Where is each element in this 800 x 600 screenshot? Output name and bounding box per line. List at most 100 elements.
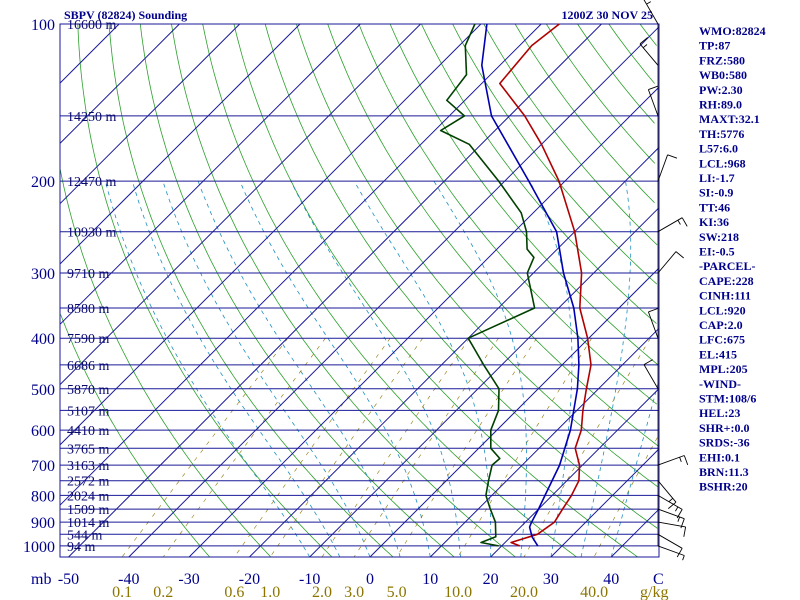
mixing-ratio-label: 2.0 <box>312 584 332 600</box>
chart-title: SBPV (82824) Sounding <box>64 8 187 22</box>
moist-adiabat <box>353 180 492 557</box>
isotherm-line <box>59 23 180 144</box>
mixing-ratio-label: 1.0 <box>260 584 280 600</box>
pressure-tick-label: 800 <box>31 488 55 505</box>
mixing-ratio-label: 40.0 <box>580 584 608 600</box>
stability-index: L57:6.0 <box>699 142 738 156</box>
isotherm-line <box>59 23 542 506</box>
dry-adiabat <box>139 23 455 558</box>
height-label: 16600 m <box>67 18 117 33</box>
mixing-ratio-line <box>353 338 499 558</box>
wind-barb-flag <box>675 251 684 259</box>
isotherm-line <box>550 448 660 558</box>
wind-barb-half-flag <box>668 497 674 502</box>
wind-barb-half-flag <box>679 457 682 463</box>
stability-index-panel: WMO:82824TP:87FRZ:580WB0:580PW:2.30RH:89… <box>699 24 766 494</box>
isotherm-line <box>128 26 660 558</box>
wind-barb-flag <box>681 217 688 227</box>
mixing-ratio-label: 3.0 <box>344 584 364 600</box>
dry-adiabat <box>639 23 657 46</box>
temperature-tick-label: -20 <box>239 571 260 588</box>
isotherm-line <box>59 23 482 446</box>
wind-barb-shaft <box>657 217 683 233</box>
stability-index: STM:108/6 <box>699 392 756 406</box>
dry-adiabat <box>577 23 655 124</box>
wind-barb-shaft <box>657 521 686 528</box>
wind-barb-half-flag <box>646 1 652 5</box>
wind-barb-shaft <box>647 89 659 117</box>
wind-barb-flag <box>643 359 653 365</box>
sounding-series <box>439 23 592 547</box>
wind-barb-flag <box>683 455 689 466</box>
wind-barb-half-flag <box>642 44 648 49</box>
dry-adiabat <box>421 23 657 324</box>
stability-index: -WIND- <box>699 377 741 391</box>
wind-barb-shaft <box>657 533 683 549</box>
moist-adiabat <box>580 181 632 558</box>
stability-index: MAXT:32.1 <box>699 112 760 126</box>
moist-adiabat <box>131 180 341 558</box>
dewpoint-profile-line <box>439 23 536 547</box>
parcel-profile-line <box>480 23 580 547</box>
stability-index: LFC:675 <box>699 333 745 347</box>
temperature-tick-label: -40 <box>118 571 139 588</box>
stability-index: KI:36 <box>699 215 729 229</box>
wind-barb-shaft <box>657 545 685 556</box>
stability-index: SI:-0.9 <box>699 186 733 200</box>
temperature-tick-label: 20 <box>483 571 499 588</box>
stability-index: BSHR:20 <box>699 480 748 494</box>
dry-adiabat <box>171 23 516 558</box>
chart-grid <box>59 23 660 558</box>
wind-barb-flag <box>667 154 678 159</box>
dry-adiabat <box>202 23 577 558</box>
stability-index: EHI:0.1 <box>699 450 740 464</box>
stability-index: LCL:968 <box>699 156 746 170</box>
temperature-tick-label: 10 <box>422 571 438 588</box>
wind-barb-half-flag <box>675 506 679 512</box>
isotherm-line <box>610 508 660 558</box>
isotherm-line <box>249 147 660 558</box>
pressure-tick-label: 100 <box>31 17 55 34</box>
wind-barb-half-flag <box>677 516 681 522</box>
stability-index: LI:-1.7 <box>699 171 735 185</box>
wind-barb-half-flag <box>677 219 681 225</box>
dry-adiabat <box>608 23 655 84</box>
stability-index: SW:218 <box>699 230 739 244</box>
height-label: 94 m <box>67 540 96 555</box>
moist-adiabat <box>197 180 401 558</box>
pressure-tick-label: 400 <box>31 331 55 348</box>
stability-index: -PARCEL- <box>699 259 755 273</box>
temperature-tick-label: -10 <box>299 571 320 588</box>
mixing-ratio-line <box>321 338 470 558</box>
stability-index: WB0:580 <box>699 68 747 82</box>
stability-index: CINH:111 <box>699 289 751 303</box>
height-label: 2572 m <box>67 475 110 490</box>
mixing-ratio-label: 0.2 <box>153 584 173 600</box>
moist-adiabat <box>162 180 371 558</box>
dry-adiabat <box>545 23 656 164</box>
isotherm-line <box>59 23 301 265</box>
dry-adiabat <box>60 314 210 558</box>
height-label: 1509 m <box>67 503 110 518</box>
wind-barb-flag <box>676 509 683 519</box>
wind-barb-flag <box>676 548 683 558</box>
chart-labels: SBPV (82824) Sounding 1200Z 30 NOV 25 mb… <box>23 8 668 600</box>
height-label: 3765 m <box>67 442 110 457</box>
mixing-ratio-label: 10.0 <box>444 584 472 600</box>
stability-index: HEL:23 <box>699 406 740 420</box>
stability-index: EI:-0.5 <box>699 245 735 259</box>
wind-barb-half-flag <box>682 555 685 561</box>
moist-adiabat <box>290 180 461 557</box>
dry-adiabat <box>358 23 658 405</box>
stability-index: LCL:920 <box>699 303 746 317</box>
mixing-ratio-label: 0.6 <box>224 584 244 600</box>
wind-barb-flag <box>683 526 687 537</box>
dry-adiabat <box>327 23 660 447</box>
wind-barb-flag <box>648 308 658 313</box>
wind-barbs <box>639 0 689 561</box>
wind-barb-flag <box>668 501 677 509</box>
height-label: 9710 m <box>67 267 110 282</box>
isotherm-line <box>429 327 660 558</box>
mixing-ratio-label: 20.0 <box>510 584 538 600</box>
